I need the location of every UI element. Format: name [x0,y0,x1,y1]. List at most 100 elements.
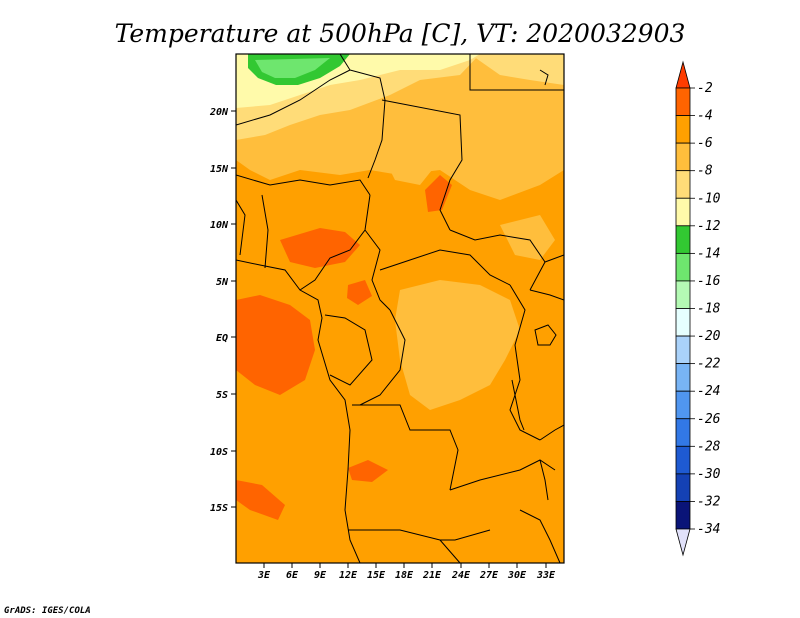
colorbar-label: -14 [697,246,720,261]
lon-tick: 27E [479,563,499,581]
border-nigeria-cameroon [299,194,371,291]
colorbar-swatch [675,335,691,365]
colorbar-swatch [675,445,691,475]
lon-label: 6E [286,570,299,581]
colorbar-label: -8 [697,164,713,179]
field-region-red-west [236,295,315,395]
border-car-drc [379,249,511,286]
border-zambia [449,459,556,491]
colorbar-label: -30 [697,467,721,482]
colorbar: -2 -4 -6 -8 -10 -12 -14 -16 -18 -20 -22 -24 -26 -28 -3… [675,60,721,557]
field-region-red-nigeria [280,228,360,268]
lon-tick: 33E [536,563,556,581]
lon-label: 21E [422,570,442,581]
lat-label: 10S [210,447,228,458]
border-drc-east [509,284,541,441]
border-west-coast [236,259,361,563]
colorbar-swatch [675,280,691,309]
chart-title: Temperature at 500hPa [C], VT: 202003290… [115,19,686,48]
colorbar-swatch [675,363,691,392]
lat-label: EQ [216,333,228,344]
border-gabon-congo [324,314,373,386]
field-region-light-central [395,280,520,410]
lon-label: 9E [314,570,327,581]
colorbar-label: -18 [697,302,721,317]
lat-tick: 10N [210,220,236,231]
colorbar-swatch [675,501,691,530]
border-mozambique [519,509,561,563]
lon-label: 12E [339,570,358,581]
border-botswana [439,539,461,563]
colorbar-label: -20 [697,329,721,344]
field-region-red-cameroon [347,280,372,305]
border-drc-angola [352,404,459,491]
lon-tick: 30E [507,563,527,581]
colorbar-label: -4 [697,109,713,124]
lon-tick: 21E [422,563,442,581]
colorbar-label: -22 [697,357,721,372]
lon-tick: 24E [451,563,471,581]
lon-tick: 6E [286,563,299,581]
colorbar-label: -12 [697,219,721,234]
lat-label: 5S [216,390,228,401]
border-egypt-sudan [469,54,564,91]
colorbar-swatch [675,418,691,447]
border-chad-sudan [381,99,463,231]
map-panel: 20N 15N 10N 5N EQ 5S 10S 15S 3E 6E 9E 12… [209,53,565,581]
colorbar-label: -2 [697,81,713,96]
colorbar-label: -34 [697,522,720,537]
lon-label: 24E [451,570,471,581]
field-region-light-ne [380,140,440,185]
border-south-sudan [449,229,546,291]
colorbar-swatch [675,87,691,116]
lon-tick: 3E [257,563,271,581]
lat-tick: 10S [210,447,236,458]
colorbar-swatch [675,197,691,227]
field-region-red-angola [348,460,388,482]
colorbar-swatch [675,170,691,199]
border-lake-malawi [539,459,549,501]
lon-label: 30E [507,570,527,581]
border-benin [261,194,269,269]
temperature-field [236,54,564,520]
colorbar-label: -10 [697,191,721,206]
border-niger-nigeria [236,174,371,196]
colorbar-swatch [675,142,691,172]
lon-tick: 18E [395,563,414,581]
credit-label: GrADS: IGES/COLA [4,606,91,616]
lon-label: 15E [367,570,386,581]
lat-label: 15S [210,503,228,514]
lat-tick: 15N [210,164,236,175]
lon-axis: 3E 6E 9E 12E 15E 18E 21E 24E 27E 30E 33E [257,563,556,581]
lon-tick: 9E [314,563,327,581]
colorbar-swatch [675,308,691,337]
colorbar-swatch [675,390,691,420]
colorbar-label: -24 [697,384,720,399]
lat-tick: 20N [209,107,236,118]
lon-label: 27E [479,570,499,581]
colorbar-top-arrow [675,60,691,89]
border-ghana [236,199,246,256]
colorbar-label: -6 [697,136,713,151]
lon-label: 18E [395,570,414,581]
lat-label: 10N [210,220,229,231]
lat-tick: EQ [216,333,236,344]
border-congo-drc [359,309,406,406]
border-cameroon-car [364,229,391,311]
colorbar-label: -16 [697,274,721,289]
colorbar-swatch [675,473,691,502]
border-red-sea [539,69,549,86]
border-tanzania [539,424,564,441]
lon-label: 3E [257,570,271,581]
lon-tick: 12E [339,563,358,581]
border-libya-chad [349,69,386,179]
lat-label: 15N [210,164,229,175]
lat-tick: 15S [210,503,236,514]
lon-label: 33E [536,570,556,581]
border-algeria-libya [236,54,351,126]
colorbar-swatch [675,115,691,144]
lat-label: 5N [216,277,229,288]
border-kenya [529,289,564,301]
border-lake-victoria [534,324,557,346]
